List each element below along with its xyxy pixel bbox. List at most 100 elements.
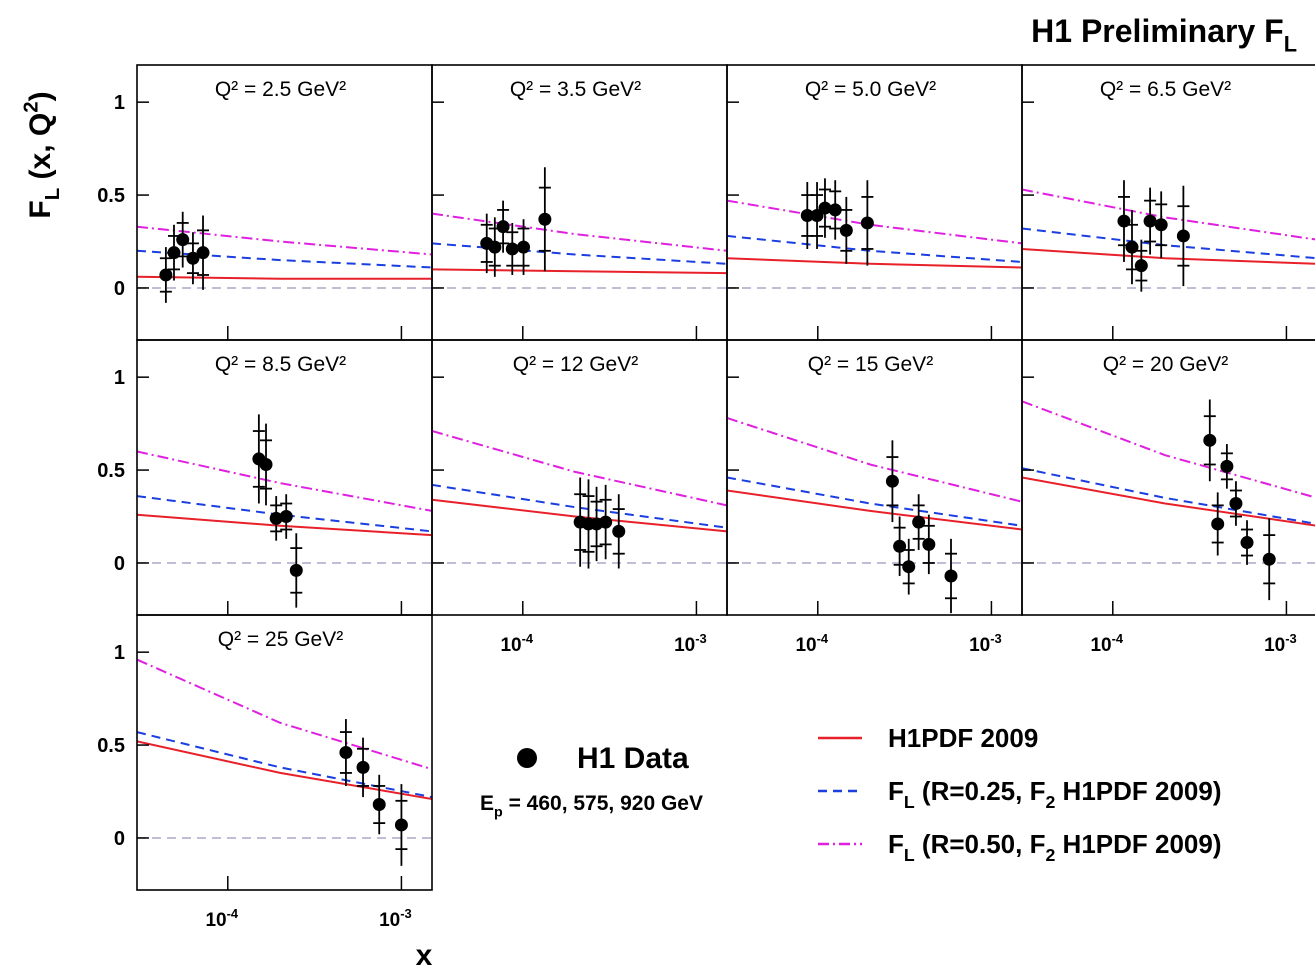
y-tick-label: 0 <box>114 278 125 300</box>
model-curve <box>137 249 432 269</box>
y-tick-label: 0.5 <box>97 460 125 482</box>
legend-label: FL (R=0.25, F2 H1PDF 2009) <box>888 776 1222 812</box>
data-point <box>885 474 899 488</box>
panel-label: Q² = 6.5 GeV² <box>1100 78 1231 101</box>
data-point <box>1154 218 1168 232</box>
data-point <box>496 220 510 234</box>
model-curve <box>727 417 1022 503</box>
text-part: H1PDF 2009 <box>888 723 1038 753</box>
model-curve <box>727 476 1022 527</box>
data-point <box>818 201 832 215</box>
y-tick-label: 1 <box>114 642 125 664</box>
text-part: 10 <box>379 910 400 931</box>
text-part: (R=0.50, F <box>915 829 1046 859</box>
text-part: ) <box>24 91 57 101</box>
model-curve <box>1022 188 1315 241</box>
data-point <box>860 216 874 230</box>
model-curve <box>1022 248 1315 265</box>
model-curve <box>1022 227 1315 260</box>
panel-label: Q² = 2.5 GeV² <box>215 78 346 101</box>
data-point <box>186 251 200 265</box>
data-point <box>289 563 303 577</box>
data-point <box>176 233 190 247</box>
subscript: 2 <box>1045 792 1055 812</box>
subscript: L <box>1284 32 1297 57</box>
panel-label: Q² = 25 GeV² <box>218 628 343 651</box>
data-point <box>828 203 842 217</box>
y-tick-label: 0.5 <box>97 185 125 207</box>
data-point <box>1229 497 1243 511</box>
x-tick-label: 10-3 <box>674 631 707 656</box>
text-part: 10 <box>795 635 816 656</box>
data-point <box>1134 259 1148 273</box>
model-curve <box>727 257 1022 269</box>
data-point <box>1203 433 1217 447</box>
text-part: 10 <box>674 635 695 656</box>
superscript: -4 <box>1112 631 1124 646</box>
subscript: L <box>904 792 915 812</box>
model-curve <box>727 199 1022 245</box>
model-curve <box>432 483 727 529</box>
panel <box>1022 180 1315 292</box>
text-part: 2 <box>20 101 42 112</box>
panel-frame <box>1021 64 1315 341</box>
y-tick-label: 1 <box>114 92 125 114</box>
x-tick-label: 10-3 <box>1264 631 1297 656</box>
data-point <box>912 515 926 529</box>
panel <box>137 211 432 303</box>
superscript: -3 <box>695 631 706 646</box>
data-point <box>1240 536 1254 550</box>
panel-frame <box>1021 339 1315 616</box>
chart-title: H1 Preliminary FL <box>1031 13 1297 57</box>
data-point <box>394 818 408 832</box>
data-point <box>1220 459 1234 473</box>
model-curve <box>432 268 727 275</box>
data-point <box>902 560 916 574</box>
x-tick-label: 10-4 <box>795 631 828 656</box>
subscript: 2 <box>1045 845 1055 865</box>
panel-frame <box>431 64 728 341</box>
model-curve <box>432 498 727 533</box>
superscript: -3 <box>1285 631 1296 646</box>
legend-marker <box>517 748 537 768</box>
y-axis-label: FL (x, Q2) <box>20 91 64 218</box>
superscript: -4 <box>817 631 829 646</box>
superscript: -4 <box>227 906 239 921</box>
panel-label: Q² = 3.5 GeV² <box>510 78 641 101</box>
panel-frame <box>136 339 433 616</box>
model-curve <box>432 430 727 507</box>
panel <box>727 417 1022 614</box>
panel <box>432 167 727 289</box>
panel-label: Q² = 20 GeV² <box>1103 353 1228 376</box>
panel-label: Q² = 8.5 GeV² <box>215 353 346 376</box>
data-point <box>944 569 958 583</box>
data-point <box>372 798 386 812</box>
panel-frame <box>726 339 1023 616</box>
superscript: -4 <box>522 631 534 646</box>
y-tick-label: 1 <box>114 367 125 389</box>
data-point <box>922 537 936 551</box>
data-point <box>1143 214 1157 228</box>
model-curve <box>727 234 1022 263</box>
text-part: (x, Q <box>24 113 57 188</box>
x-tick-label: 10-4 <box>205 906 238 931</box>
text-part: 10 <box>1264 635 1285 656</box>
model-curve <box>137 658 432 771</box>
data-point <box>612 524 626 538</box>
data-point <box>538 212 552 226</box>
data-point <box>839 223 853 237</box>
text-part: L <box>42 188 64 200</box>
y-tick-label: 0 <box>114 553 125 575</box>
data-point <box>1125 240 1139 254</box>
data-point <box>159 268 173 282</box>
legend-label: H1 Data <box>577 742 689 775</box>
data-point <box>269 511 283 525</box>
data-point <box>800 209 814 223</box>
data-point <box>1262 552 1276 566</box>
data-point <box>356 760 370 774</box>
panel-label: Q² = 15 GeV² <box>808 353 933 376</box>
data-point <box>279 510 293 524</box>
text-part: E <box>480 792 494 815</box>
beam-label: Ep = 460, 575, 920 GeV <box>480 792 703 820</box>
model-curve <box>137 740 432 800</box>
